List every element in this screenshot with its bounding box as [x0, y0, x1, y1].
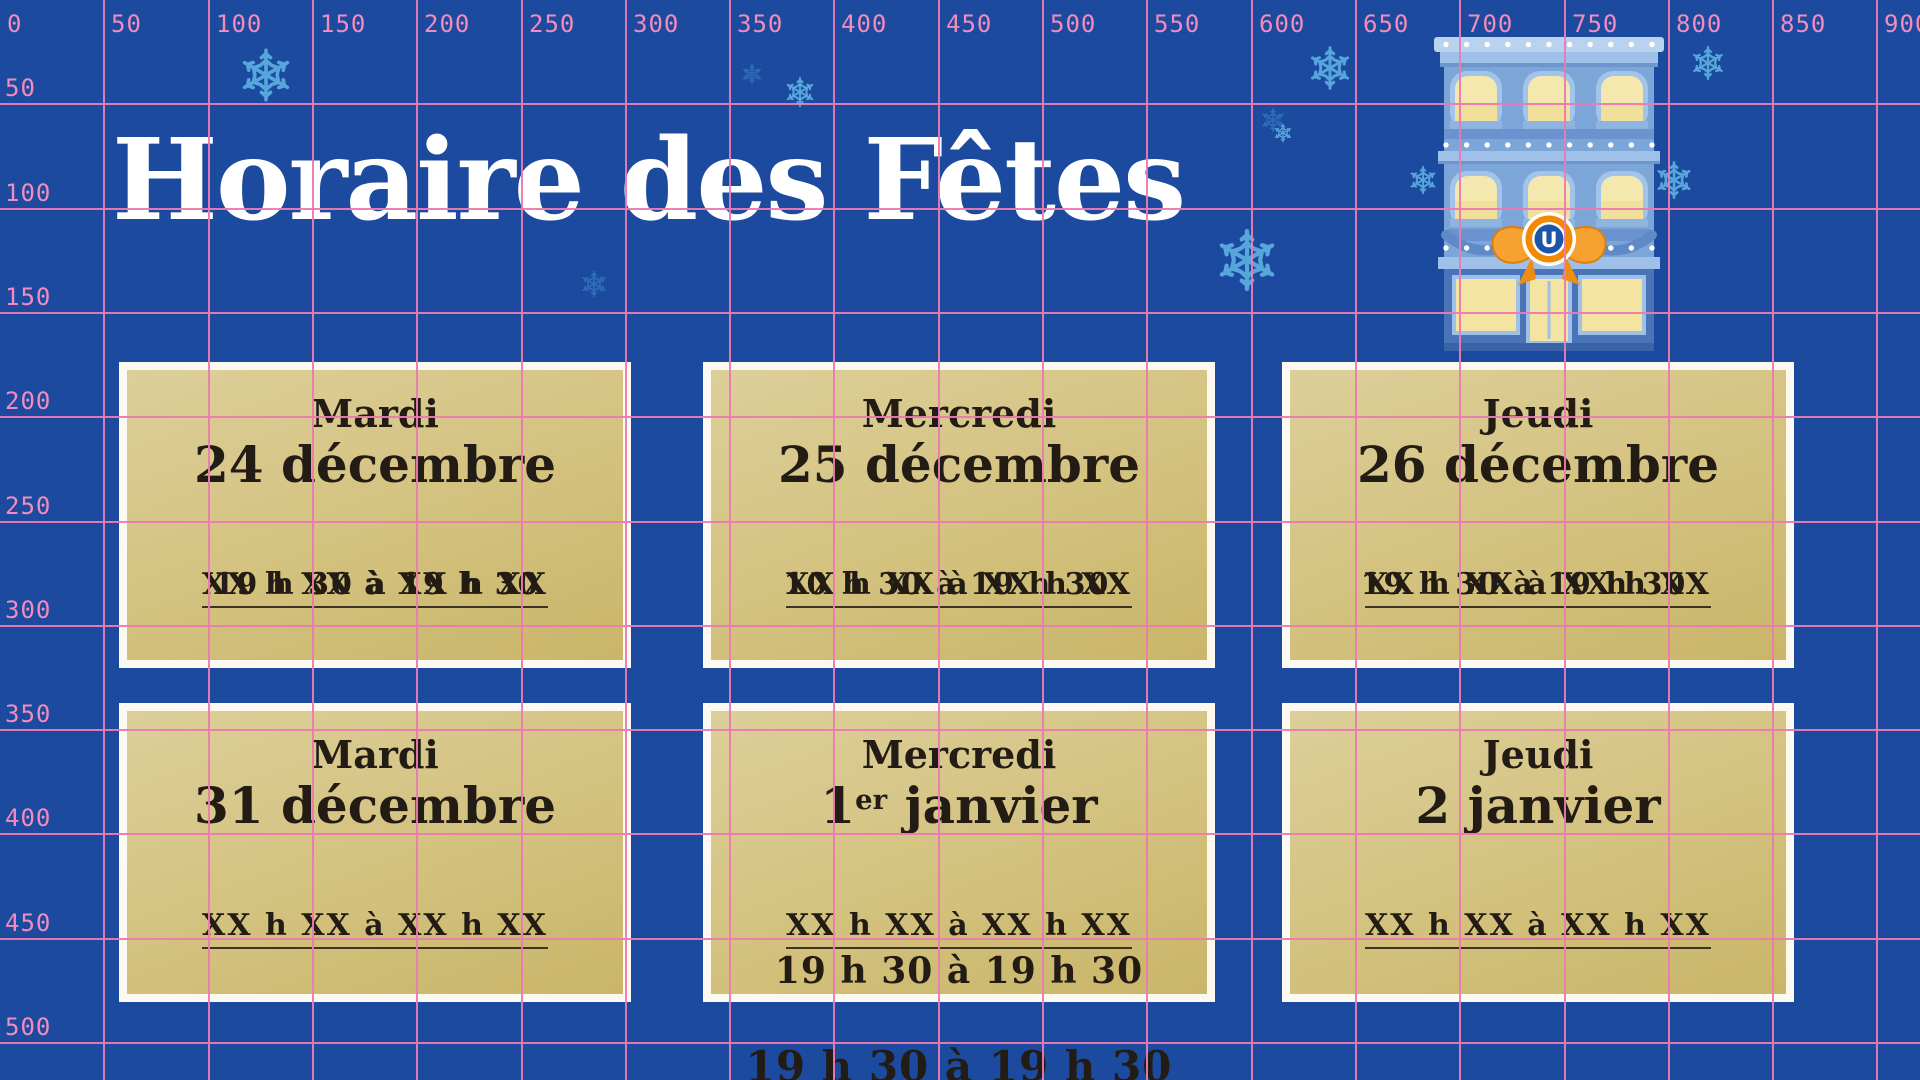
time-placeholder-text[interactable]: XX h XX à XX h XX [1290, 567, 1786, 608]
grid-label-y: 100 [5, 179, 52, 207]
card-date-label[interactable]: 25 décembre [777, 435, 1141, 494]
card-day-label[interactable]: Mercredi [861, 732, 1057, 777]
storefront-window [1452, 275, 1520, 335]
grid-label-y: 400 [5, 804, 52, 832]
grid-label-x: 800 [1676, 10, 1723, 38]
u-logo-letter: U [1540, 228, 1557, 252]
card-date-label[interactable]: 1er janvier [820, 776, 1098, 835]
time-placeholder-text[interactable]: XX h XX à XX h XX [711, 567, 1207, 608]
grid-label-x: 550 [1154, 10, 1201, 38]
grid-label-x: 600 [1259, 10, 1306, 38]
grid-label-x: 0 [7, 10, 23, 38]
schedule-card: Mercredi 1er janvier XX h XX à XX h XX 19… [703, 703, 1215, 1002]
schedule-card: Jeudi 2 janvier XX h XX à XX h XX [1282, 703, 1794, 1002]
snowflake-icon [1273, 123, 1293, 143]
snowflake-icon [741, 63, 763, 85]
u-logo-icon: U [1522, 212, 1576, 266]
grid-label-y: 200 [5, 387, 52, 415]
schedule-card: Mardi 31 décembre XX h XX à XX h XX [119, 703, 631, 1002]
grid-label-y: 150 [5, 283, 52, 311]
schedule-card: Mardi 24 décembre XX h XX à XX h XX 19 h … [119, 362, 631, 668]
time-placeholder-text[interactable]: XX h XX à XX h XX [127, 567, 623, 608]
grid-label-x: 650 [1363, 10, 1410, 38]
time-value-text[interactable]: 19 h 30 à 19 h 30 [213, 567, 541, 602]
grid-label-x: 300 [633, 10, 680, 38]
card-time-lines: XX h XX à XX h XX 19 h 30 à 19 h 30 [127, 567, 623, 613]
grid-label-x: 450 [946, 10, 993, 38]
grid-label-x: 400 [841, 10, 888, 38]
card-day-label[interactable]: Mardi [311, 391, 439, 436]
snowflake-icon [581, 270, 607, 298]
grid-label-x: 50 [111, 10, 142, 38]
schedule-card: Jeudi 26 décembre XX h XX à XX h XX 19 h … [1282, 362, 1794, 668]
card-time-lines: XX h XX à XX h XX 10 h 30 à 19 h 30 [711, 567, 1207, 613]
roof-lights-icon [1443, 41, 1655, 48]
card-time-lines: XX h XX à XX h XX [127, 908, 623, 949]
snowflake-icon [1691, 45, 1725, 81]
card-gold-panel: Mardi 31 décembre XX h XX à XX h XX [127, 711, 623, 994]
grid-line-vertical [1251, 0, 1253, 1080]
grid-label-x: 850 [1780, 10, 1827, 38]
grid-line-vertical [1876, 0, 1878, 1080]
time-value-text[interactable]: 10 h 30 à 19 h 30 [783, 567, 1111, 602]
grid-label-y: 300 [5, 596, 52, 624]
grid-label-x: 150 [320, 10, 367, 38]
card-day-label[interactable]: Jeudi [1482, 732, 1594, 777]
grid-label-x: 200 [424, 10, 471, 38]
building-windows-top [1450, 71, 1648, 129]
card-date-label[interactable]: 2 janvier [1415, 776, 1661, 835]
card-gold-panel: Mardi 24 décembre XX h XX à XX h XX 19 h … [127, 370, 623, 660]
card-gold-panel: Mercredi 25 décembre XX h XX à XX h XX 10… [711, 370, 1207, 660]
grid-label-x: 100 [216, 10, 263, 38]
grid-label-x: 350 [737, 10, 784, 38]
grid-label-x: 250 [529, 10, 576, 38]
grid-label-x: 500 [1050, 10, 1097, 38]
page-title: Horaire des Fêtes [112, 115, 1186, 246]
footer-time-text[interactable]: 19 h 30 à 19 h 30 [745, 1042, 1173, 1080]
card-day-label[interactable]: Mardi [311, 732, 439, 777]
storefront-window [1578, 275, 1646, 335]
card-gold-panel: Jeudi 2 janvier XX h XX à XX h XX [1290, 711, 1786, 994]
time-value-text[interactable]: 19 h 30 à 19 h 30 [774, 950, 1144, 992]
card-time-lines: XX h XX à XX h XX [1290, 908, 1786, 949]
time-placeholder-text[interactable]: XX h XX à XX h XX [127, 908, 623, 949]
card-time-lines: XX h XX à XX h XX 19 h 30 à 19 h 30 [711, 908, 1207, 993]
card-time-lines: XX h XX à XX h XX 19 h 30 à 19 h 30 [1290, 567, 1786, 613]
snowflake-icon [240, 48, 292, 102]
snowflake-icon [785, 76, 815, 108]
card-date-label[interactable]: 26 décembre [1356, 435, 1720, 494]
grid-label-x: 900 [1884, 10, 1920, 38]
card-date-label[interactable]: 31 décembre [193, 776, 557, 835]
card-date-label[interactable]: 24 décembre [193, 435, 557, 494]
grid-label-y: 50 [5, 74, 36, 102]
time-value-text[interactable]: 19 h 30 à 19 h 30 [1360, 567, 1688, 602]
card-gold-panel: Jeudi 26 décembre XX h XX à XX h XX 19 h … [1290, 370, 1786, 660]
snowflake-icon [1214, 227, 1280, 293]
grid-label-y: 350 [5, 700, 52, 728]
time-placeholder-text[interactable]: XX h XX à XX h XX [711, 908, 1207, 949]
store-building-illustration: U [1434, 37, 1664, 351]
grid-label-y: 250 [5, 492, 52, 520]
card-gold-panel: Mercredi 1er janvier XX h XX à XX h XX 19… [711, 711, 1207, 994]
card-day-label[interactable]: Jeudi [1482, 391, 1594, 436]
snowflake-icon [1308, 46, 1352, 90]
schedule-card: Mercredi 25 décembre XX h XX à XX h XX 10… [703, 362, 1215, 668]
grid-label-y: 450 [5, 909, 52, 937]
grid-label-y: 500 [5, 1013, 52, 1041]
time-placeholder-text[interactable]: XX h XX à XX h XX [1290, 908, 1786, 949]
grid-line-vertical [103, 0, 105, 1080]
card-day-label[interactable]: Mercredi [861, 391, 1057, 436]
